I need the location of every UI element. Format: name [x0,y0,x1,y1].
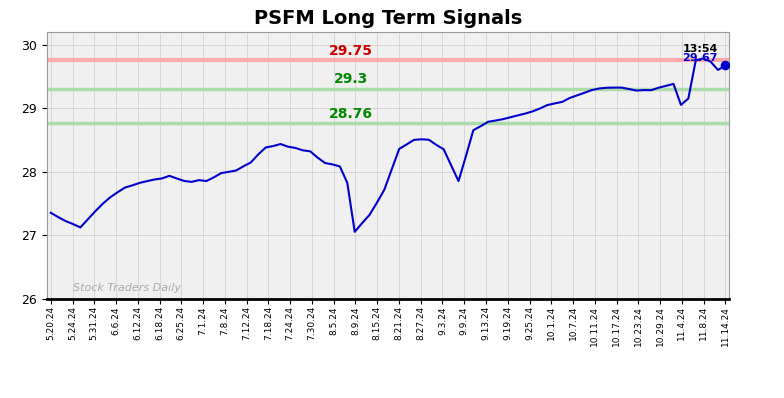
Text: 29.67: 29.67 [683,53,718,63]
Text: 13:54: 13:54 [683,44,718,54]
Title: PSFM Long Term Signals: PSFM Long Term Signals [254,8,522,27]
Text: 29.75: 29.75 [328,44,373,58]
Text: Stock Traders Daily: Stock Traders Daily [73,283,181,293]
Text: 28.76: 28.76 [328,107,373,121]
Point [719,62,731,69]
Text: 29.3: 29.3 [334,72,368,86]
